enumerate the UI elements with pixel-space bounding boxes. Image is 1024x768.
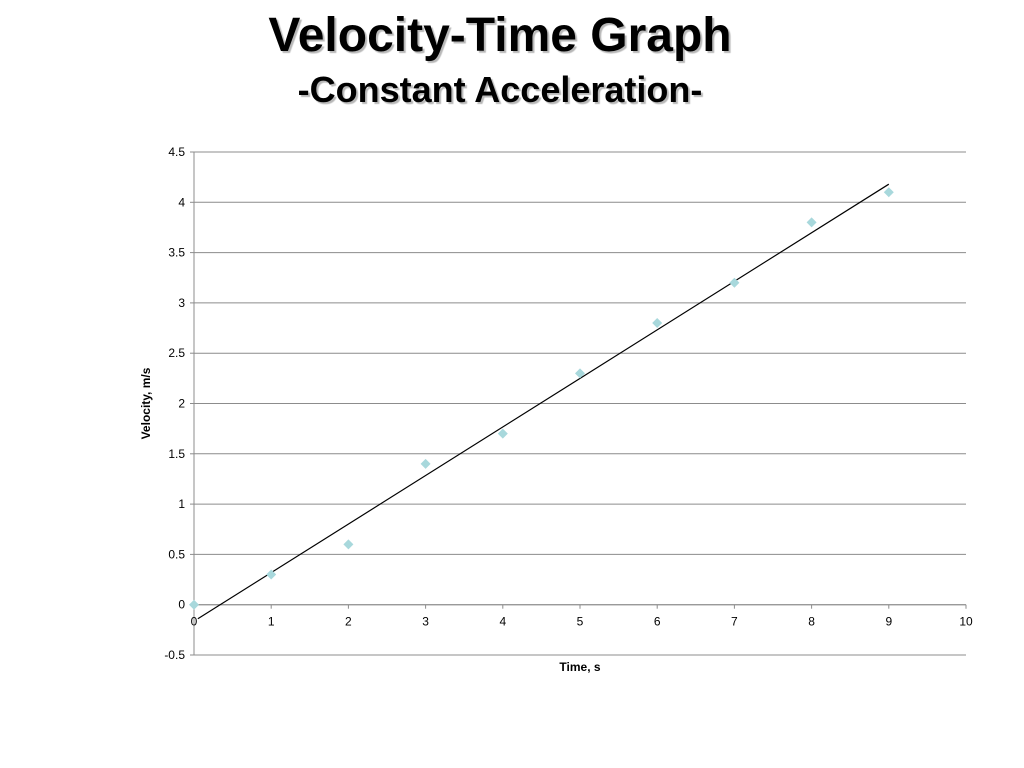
y-tick-label: -0.5 <box>164 648 185 662</box>
slide-subtitle: -Constant Acceleration- <box>297 69 703 110</box>
y-tick-label: 4.5 <box>168 145 185 159</box>
x-tick-label: 10 <box>959 615 973 629</box>
y-tick-label: 0.5 <box>168 547 185 561</box>
y-tick-label: 2.5 <box>168 346 185 360</box>
y-tick-label: 1.5 <box>168 447 185 461</box>
x-tick-label: 6 <box>654 615 661 629</box>
x-tick-label: 4 <box>499 615 506 629</box>
y-tick-label: 2 <box>178 397 185 411</box>
x-tick-label: 7 <box>731 615 738 629</box>
data-point <box>343 539 354 550</box>
x-axis-title: Time, s <box>559 660 600 674</box>
x-tick-labels: 0 1 2 3 4 5 6 7 8 9 10 <box>191 615 973 629</box>
data-points <box>189 187 894 610</box>
gridlines <box>194 151 966 656</box>
slide-title: Velocity-Time Graph <box>268 9 732 62</box>
data-point <box>652 318 663 329</box>
trendline-group <box>197 183 890 620</box>
data-point <box>266 569 277 580</box>
y-axis-title: Velocity, m/s <box>139 367 153 439</box>
x-tick-label: 5 <box>577 615 584 629</box>
data-point <box>189 599 199 610</box>
x-tick-label: 2 <box>345 615 352 629</box>
x-tick-label: 1 <box>268 615 275 629</box>
data-point <box>575 368 585 379</box>
y-tick-label: 0 <box>178 598 185 612</box>
axes <box>190 151 967 656</box>
y-tick-label: 3.5 <box>168 246 185 260</box>
y-tick-label: 3 <box>178 296 185 310</box>
trendline <box>197 183 890 620</box>
y-tick-label: 1 <box>178 497 185 511</box>
y-tick-label: 4 <box>178 195 185 209</box>
data-point <box>420 458 431 469</box>
x-tick-label: 9 <box>885 615 892 629</box>
data-point <box>729 277 740 288</box>
x-tick-label: 0 <box>191 615 198 629</box>
data-point <box>497 428 508 439</box>
data-point <box>883 187 894 198</box>
data-point <box>806 217 817 228</box>
y-tick-labels: -0.5 0 0.5 1 1.5 2 2.5 3 3.5 4 4.5 <box>164 145 185 662</box>
x-tick-label: 3 <box>422 615 429 629</box>
x-tick-label: 8 <box>808 615 815 629</box>
